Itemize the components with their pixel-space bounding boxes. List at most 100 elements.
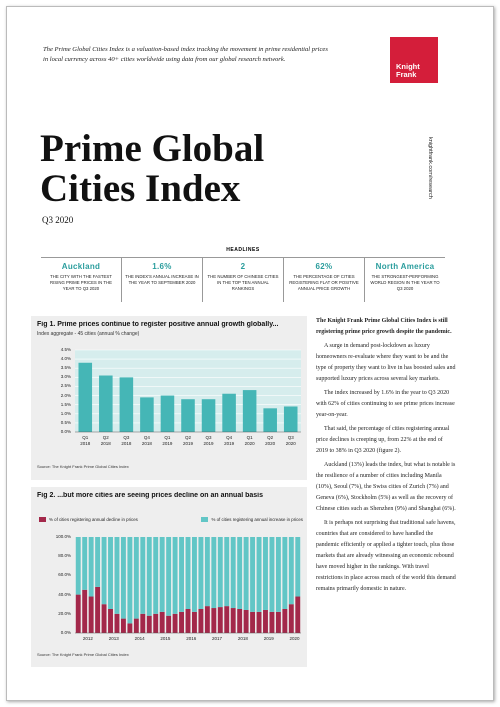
bar-segment (140, 613, 146, 633)
headline-value: North America (375, 262, 435, 271)
x-tick-label: 2019 (263, 636, 274, 641)
plot (75, 537, 301, 634)
bar-segment (166, 615, 172, 633)
bar-segment (288, 604, 294, 633)
bar (140, 397, 154, 432)
bar-segment (133, 537, 139, 619)
figure: Fig 1. Prime prices continue to register… (31, 316, 307, 480)
bar-segment (82, 589, 88, 633)
figure-title: Fig 1. Prime prices continue to register… (37, 321, 279, 328)
y-tick-label: 1.5% (60, 401, 71, 407)
legend: % of cities registering annual decline i… (39, 517, 303, 522)
bar-segment (237, 537, 243, 609)
title: Prime Global Cities Index (40, 127, 265, 210)
bar (78, 362, 93, 432)
bar-segment (153, 613, 159, 633)
y-tick-label: 0.0% (60, 429, 71, 434)
bar-segment (114, 537, 120, 614)
bar-segment (127, 623, 133, 633)
bar-segment (95, 537, 101, 587)
y-tick-label: 80.0% (58, 553, 71, 559)
x-tick-label: Q3 2019 (203, 435, 214, 446)
bar-segment (230, 608, 236, 633)
bar-segment (237, 609, 243, 633)
bar (222, 393, 236, 432)
figure: Fig 2. ...but more cities are seeing pri… (31, 487, 307, 667)
bar-segment (192, 537, 197, 612)
figure-source: Source: The Knight Frank Prime Global Ci… (37, 652, 129, 657)
bar-segment (198, 537, 204, 609)
x-tick-label: 2020 (289, 636, 300, 641)
x-tick-label: Q1 2019 (162, 435, 173, 446)
x-tick-label: 2017 (212, 636, 223, 641)
bar-segment (282, 609, 288, 633)
bar-segment (204, 606, 210, 633)
x-tick-label: Q4 2019 (224, 435, 235, 446)
headline-value: 1.6% (152, 262, 172, 271)
bar-segment (198, 609, 204, 633)
legend-swatch (201, 517, 209, 522)
bar (99, 375, 113, 432)
paragraph: It is perhaps not surprising that tradit… (316, 520, 456, 592)
x-tick-label: Q2 2020 (265, 435, 276, 446)
logo-line: Frank (396, 70, 417, 79)
bar-segment (250, 537, 256, 612)
bar-segment (101, 604, 107, 633)
figure-source: Source: The Knight Frank Prime Global Ci… (37, 464, 129, 469)
headline: 1.6% THE INDEX'S ANNUAL INCREASE IN THE Y… (121, 258, 202, 302)
y-tick-label: 3.0% (60, 374, 71, 380)
bar (119, 377, 134, 432)
bar (201, 399, 216, 432)
y-tick-label: 20.0% (58, 610, 71, 616)
headline-value: 2 (240, 262, 246, 271)
y-tick-label: 100.0% (55, 534, 71, 539)
side-text: knightfrank.com/research (427, 137, 433, 199)
x-tick-label: Q1 2020 (244, 435, 255, 446)
bar-segment (75, 594, 81, 633)
bar-segment (114, 613, 120, 633)
bar-segment (250, 611, 256, 633)
bar-segment (269, 537, 275, 612)
bar-segment (185, 537, 191, 609)
bar-segment (127, 537, 133, 624)
headline: North America THE STRONGEST-PERFORMING WO… (364, 258, 445, 302)
x-tick-label: 2018 (237, 636, 248, 641)
bar-segment (275, 537, 281, 612)
headline-text: THE PERCENTAGE OF CITIES REGISTERING FLA… (289, 274, 359, 291)
bar-segment (88, 537, 94, 597)
headline-value: Auckland (61, 262, 101, 271)
subtitle: Q3 2020 (42, 215, 74, 225)
logo: Knight Frank (390, 37, 438, 83)
paragraph: That said, the percentage of cities regi… (316, 426, 450, 454)
bar-segment (179, 611, 184, 633)
bar-segment (230, 537, 236, 609)
bar (242, 390, 257, 432)
bar-segment (263, 537, 268, 610)
headline-text: THE INDEX'S ANNUAL INCREASE IN THE YEAR … (125, 274, 199, 285)
paragraph: A surge in demand post-lockdown as luxur… (316, 343, 456, 382)
headlines-label: HEADLINES (226, 247, 260, 253)
bar (160, 395, 175, 432)
y-tick-label: 1.0% (60, 410, 71, 416)
x-tick-label: Q2 2018 (100, 435, 111, 446)
bar-segment (95, 586, 101, 633)
bar-segment (140, 537, 146, 614)
headline-value: 62% (315, 262, 333, 271)
headline-text: THE CITY WITH THE FASTEST RISING PRIME P… (50, 274, 112, 291)
figure-subtitle: Index aggregate - 45 cities (annual % ch… (37, 331, 140, 337)
headline-text: THE STRONGEST-PERFORMING WORLD REGION IN… (370, 274, 440, 291)
paragraph: Auckland (13%) leads the index, but what… (316, 462, 456, 512)
bar-segment (179, 537, 184, 612)
bar-segment (204, 537, 210, 607)
bar-segment (263, 609, 268, 633)
body-text: The Knight Frank Prime Global Cities Ind… (316, 316, 456, 598)
bar-segment (88, 596, 94, 633)
x-tick-label: 2014 (134, 636, 145, 641)
y-tick-label: 0.0% (60, 630, 71, 635)
bar-segment (133, 618, 139, 633)
bar-segment (288, 537, 294, 605)
document-page: The Prime Global Cities Index is a valua… (6, 6, 494, 701)
bar-segment (120, 537, 126, 619)
bar-segment (211, 537, 217, 609)
